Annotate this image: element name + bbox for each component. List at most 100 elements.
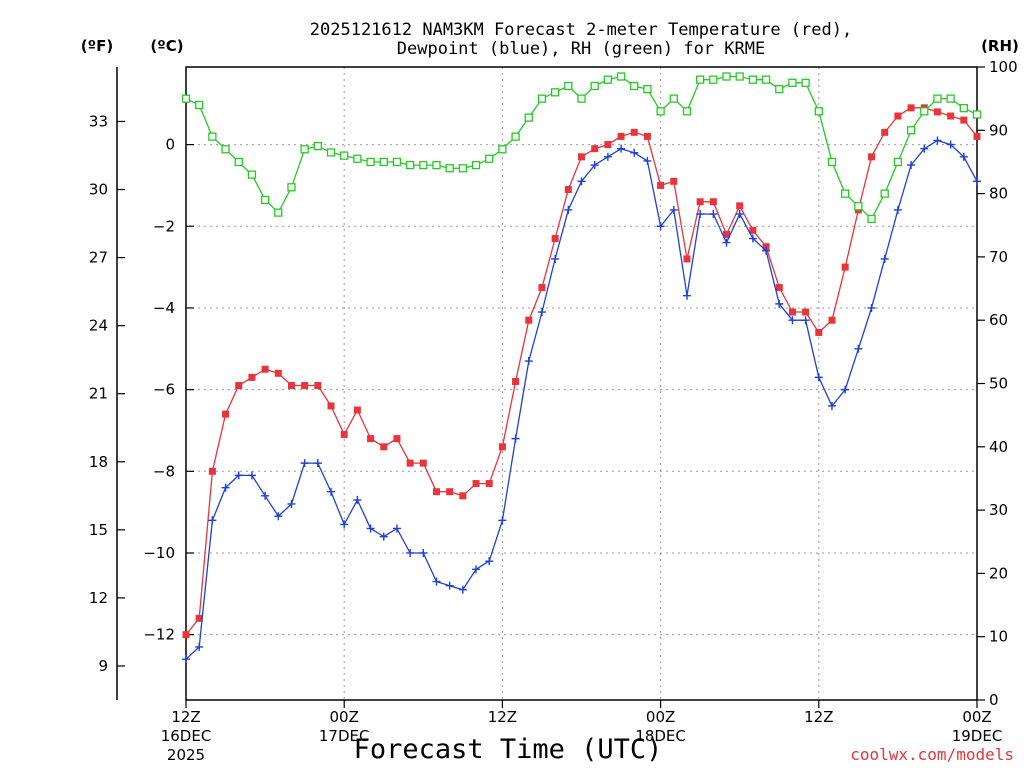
temperature-point — [182, 631, 190, 639]
rh-point — [893, 157, 903, 167]
rh-point — [458, 164, 468, 173]
dewpoint-point — [893, 205, 902, 214]
dewpoint-point — [261, 491, 270, 500]
dewpoint-point — [458, 585, 467, 594]
dewpoint-point — [709, 210, 718, 219]
rh-tick-label: 20 — [989, 564, 1008, 582]
rh-point — [616, 72, 626, 81]
dewpoint-point — [485, 557, 494, 566]
celsius-tick-label: −10 — [143, 544, 175, 562]
temperature-point — [235, 382, 243, 390]
rh-tick-label: 90 — [989, 121, 1008, 139]
rh-point — [880, 189, 889, 198]
dewpoint-point — [722, 238, 731, 247]
temperature-point — [696, 198, 704, 206]
temperature-point — [287, 382, 295, 390]
dewpoint-point — [379, 532, 388, 541]
celsius-tick-label: 0 — [165, 136, 175, 154]
temperature-line — [185, 107, 978, 636]
rh-point — [300, 145, 309, 154]
temperature-point — [248, 373, 256, 381]
dewpoint-point — [788, 316, 797, 325]
rh-tick-label: 80 — [989, 185, 1008, 203]
rh-point — [854, 202, 863, 211]
rh-tick-label: 0 — [989, 691, 999, 709]
temperature-point — [802, 308, 810, 316]
dewpoint-point — [366, 524, 375, 533]
rh-tick-label: 70 — [989, 248, 1008, 266]
dewpoint-point — [603, 152, 612, 161]
temperature-point — [815, 328, 823, 336]
temperature-point — [340, 431, 348, 439]
rh-point — [498, 145, 507, 154]
rh-point — [247, 170, 257, 179]
dewpoint-point — [392, 524, 401, 533]
temperature-point — [960, 116, 968, 124]
rh-point — [379, 157, 388, 167]
rh-point — [959, 103, 968, 113]
dewpoint-point — [353, 495, 362, 504]
dewpoint-point — [406, 548, 415, 557]
rh-point — [920, 107, 929, 116]
dewpoint-point — [841, 385, 850, 394]
dewpoint-point — [340, 520, 349, 529]
dewpoint-point — [432, 577, 441, 586]
rh-point — [656, 107, 665, 116]
temperature-point — [498, 443, 506, 451]
x-tick-label-year: 2025 — [167, 746, 205, 764]
dewpoint-point — [946, 140, 955, 149]
temperature-point — [367, 435, 375, 443]
rh-point — [419, 160, 428, 170]
rh-tick-label: 40 — [989, 438, 1008, 456]
dewpoint-point — [630, 148, 639, 157]
rh-point — [630, 81, 639, 91]
temperature-point — [591, 145, 599, 153]
temperature-point — [353, 406, 361, 414]
rh-point — [972, 110, 982, 119]
dewpoint-point — [775, 299, 784, 308]
rh-point — [643, 85, 652, 94]
rh-point — [906, 126, 916, 135]
dewpoint-point — [287, 499, 296, 508]
rh-point — [445, 164, 454, 173]
rh-point — [524, 113, 533, 122]
dewpoint-point — [221, 483, 230, 492]
dewpoint-point — [537, 308, 546, 317]
fahrenheit-unit-label: (ºF) — [81, 37, 113, 55]
temperature-point — [485, 480, 493, 488]
dewpoint-point — [564, 205, 573, 214]
rh-point — [260, 195, 270, 205]
dewpoint-point — [247, 471, 256, 480]
dewpoint-line — [185, 139, 978, 660]
rh-point — [841, 189, 850, 198]
temperature-point — [894, 112, 902, 120]
temperature-point — [301, 382, 309, 390]
x-tick-label-time: 12Z — [171, 708, 200, 726]
rh-tick-label: 100 — [989, 58, 1018, 76]
chart-title-line1: 2025121612 NAM3KM Forecast 2-meter Tempe… — [310, 20, 852, 40]
temperature-point — [380, 443, 388, 451]
dewpoint-point — [274, 512, 283, 521]
temperature-point — [564, 186, 572, 194]
temperature-point — [973, 132, 981, 140]
rh-point — [234, 157, 243, 167]
celsius-tick-label: −6 — [153, 381, 175, 399]
dewpoint-point — [195, 642, 204, 651]
dewpoint-point — [748, 234, 757, 243]
x-axis-title: Forecast Time (UTC) — [354, 734, 663, 765]
rh-point — [392, 157, 402, 167]
temperature-point — [775, 284, 783, 292]
rh-point — [867, 214, 876, 224]
x-tick-label-time: 00Z — [962, 708, 991, 726]
dewpoint-point — [656, 222, 665, 231]
rh-point — [722, 72, 731, 81]
dewpoint-point — [827, 401, 836, 410]
temperature-point — [723, 230, 731, 238]
temperature-point — [868, 153, 876, 161]
temperature-point — [749, 226, 757, 234]
rh-point — [946, 94, 955, 103]
dewpoint-point — [762, 246, 771, 255]
dewpoint-point — [801, 316, 810, 325]
dewpoint-point — [551, 254, 560, 263]
